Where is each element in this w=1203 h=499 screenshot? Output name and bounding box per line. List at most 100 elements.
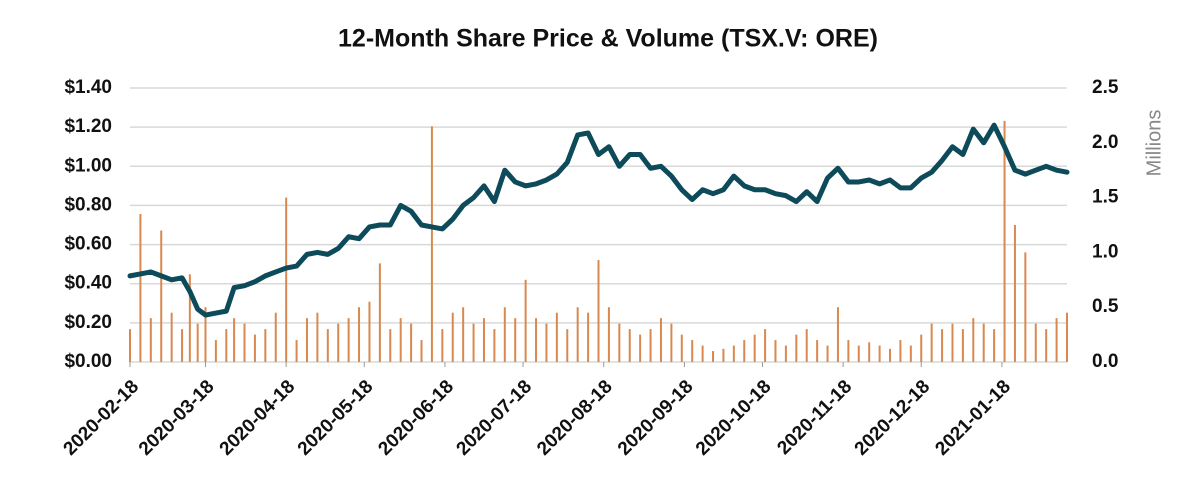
volume-bar [576, 307, 579, 362]
volume-bar [993, 329, 996, 362]
volume-bar [337, 323, 340, 362]
volume-bar [701, 345, 704, 362]
volume-bar [836, 307, 839, 362]
volume-bar [712, 351, 715, 362]
volume-bar [826, 345, 829, 362]
volume-bar [295, 340, 298, 362]
y2-tick-label: 2.0 [1092, 132, 1118, 153]
volume-bar [878, 345, 881, 362]
volume-bar [816, 340, 819, 362]
x-tick-label: 2020-08-18 [533, 376, 617, 460]
x-tick-label: 2020-07-18 [453, 376, 537, 460]
volume-bar [909, 345, 912, 362]
volume-bar [889, 348, 892, 362]
volume-bar [753, 334, 756, 362]
volume-bar [639, 334, 642, 362]
volume-bar [181, 329, 184, 362]
volume-bar [795, 334, 798, 362]
volume-bar [680, 334, 683, 362]
y-tick-label: $0.20 [64, 312, 112, 333]
volume-bar [535, 318, 538, 362]
chart-title: 12-Month Share Price & Volume (TSX.V: OR… [338, 25, 878, 53]
volume-bar [691, 340, 694, 362]
volume-bar [482, 318, 485, 362]
volume-bar [316, 312, 319, 362]
volume-bar [524, 279, 527, 362]
volume-bar [1024, 252, 1027, 362]
y2-tick-label: 0.0 [1092, 351, 1118, 372]
volume-bar [430, 126, 433, 362]
y-tick-label: $0.00 [64, 351, 112, 372]
volume-bar [597, 260, 600, 362]
y2-axis-label: Millions [1143, 110, 1165, 177]
volume-bar [139, 214, 142, 362]
x-tick-label: 2020-11-18 [773, 376, 856, 459]
volume-bar [774, 340, 777, 362]
volume-bar [930, 323, 933, 362]
volume-bar [188, 274, 191, 362]
y2-tick-label: 1.5 [1092, 187, 1119, 208]
volume-bar [149, 318, 152, 362]
price-line [127, 122, 1070, 318]
volume-bar [628, 329, 631, 362]
volume-bar [305, 318, 308, 362]
volume-bar [857, 345, 860, 362]
y2-tick-label: 2.5 [1092, 77, 1119, 98]
volume-bar [503, 307, 506, 362]
volume-bar [670, 323, 673, 362]
volume-bar [743, 340, 746, 362]
x-tick-label: 2020-05-18 [294, 376, 378, 460]
x-tick-label: 2021-01-18 [931, 376, 1015, 460]
volume-bar [378, 263, 381, 362]
volume-bar [493, 329, 496, 362]
volume-bar [214, 340, 217, 362]
volume-bar [732, 345, 735, 362]
volume-bar [1034, 323, 1037, 362]
volume-bar [129, 329, 131, 362]
volume-bar [920, 334, 923, 362]
volume-bar [462, 307, 465, 362]
x-tick-label: 2020-10-18 [692, 376, 776, 460]
x-tick-label: 2020-06-18 [374, 376, 458, 460]
volume-bar [399, 318, 402, 362]
volume-bar [233, 318, 236, 362]
y-tick-label: $1.00 [64, 155, 112, 176]
volume-bar [982, 323, 985, 362]
volume-bar [555, 312, 558, 362]
volume-bar [972, 318, 975, 362]
volume-bar [514, 318, 517, 362]
volume-bar [358, 307, 361, 362]
volume-bar [868, 342, 871, 362]
x-tick-label: 2020-03-18 [135, 376, 219, 460]
volume-bar [847, 340, 850, 362]
y-tick-label: $1.40 [64, 77, 112, 98]
volume-bar [607, 307, 610, 362]
volume-bar [618, 323, 621, 362]
volume-bar [899, 340, 902, 362]
volume-bar [225, 329, 228, 362]
volume-bar [649, 329, 652, 362]
volume-bar [410, 323, 413, 362]
y2-tick-label: 0.5 [1092, 296, 1119, 317]
volume-bar [805, 329, 808, 362]
volume-bar [566, 329, 569, 362]
y-tick-label: $1.20 [64, 116, 112, 137]
y-tick-label: $0.60 [64, 234, 112, 255]
volume-bar [1066, 312, 1068, 362]
y-tick-label: $0.40 [64, 273, 112, 294]
volume-bar [1055, 318, 1058, 362]
volume-bar [1045, 329, 1048, 362]
volume-bar [545, 323, 548, 362]
volume-bar [264, 329, 267, 362]
volume-bar [420, 340, 423, 362]
volume-bar [441, 329, 444, 362]
volume-bar [451, 312, 454, 362]
volume-bar [160, 230, 163, 362]
volume-bar [326, 329, 329, 362]
volume-bar [941, 329, 944, 362]
x-tick-label: 2020-04-18 [216, 376, 300, 460]
y-tick-label: $0.80 [64, 194, 112, 215]
volume-bar [196, 323, 199, 362]
volume-bar [274, 312, 277, 362]
